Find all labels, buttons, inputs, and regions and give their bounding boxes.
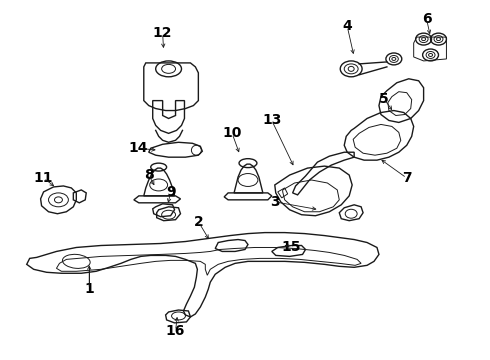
Text: 4: 4 bbox=[343, 19, 352, 33]
Text: 12: 12 bbox=[153, 26, 172, 40]
Text: 9: 9 bbox=[166, 185, 175, 199]
Text: 10: 10 bbox=[222, 126, 242, 140]
Text: 15: 15 bbox=[282, 240, 301, 255]
Text: 8: 8 bbox=[144, 168, 154, 182]
Text: 3: 3 bbox=[270, 195, 280, 209]
Text: 7: 7 bbox=[402, 171, 412, 185]
Text: 5: 5 bbox=[379, 92, 389, 105]
Text: 13: 13 bbox=[262, 113, 281, 127]
Text: 11: 11 bbox=[34, 171, 53, 185]
Text: 16: 16 bbox=[166, 324, 185, 338]
Text: 14: 14 bbox=[128, 141, 147, 155]
Text: 2: 2 bbox=[194, 215, 203, 229]
Text: 1: 1 bbox=[84, 282, 94, 296]
Text: 6: 6 bbox=[422, 12, 431, 26]
